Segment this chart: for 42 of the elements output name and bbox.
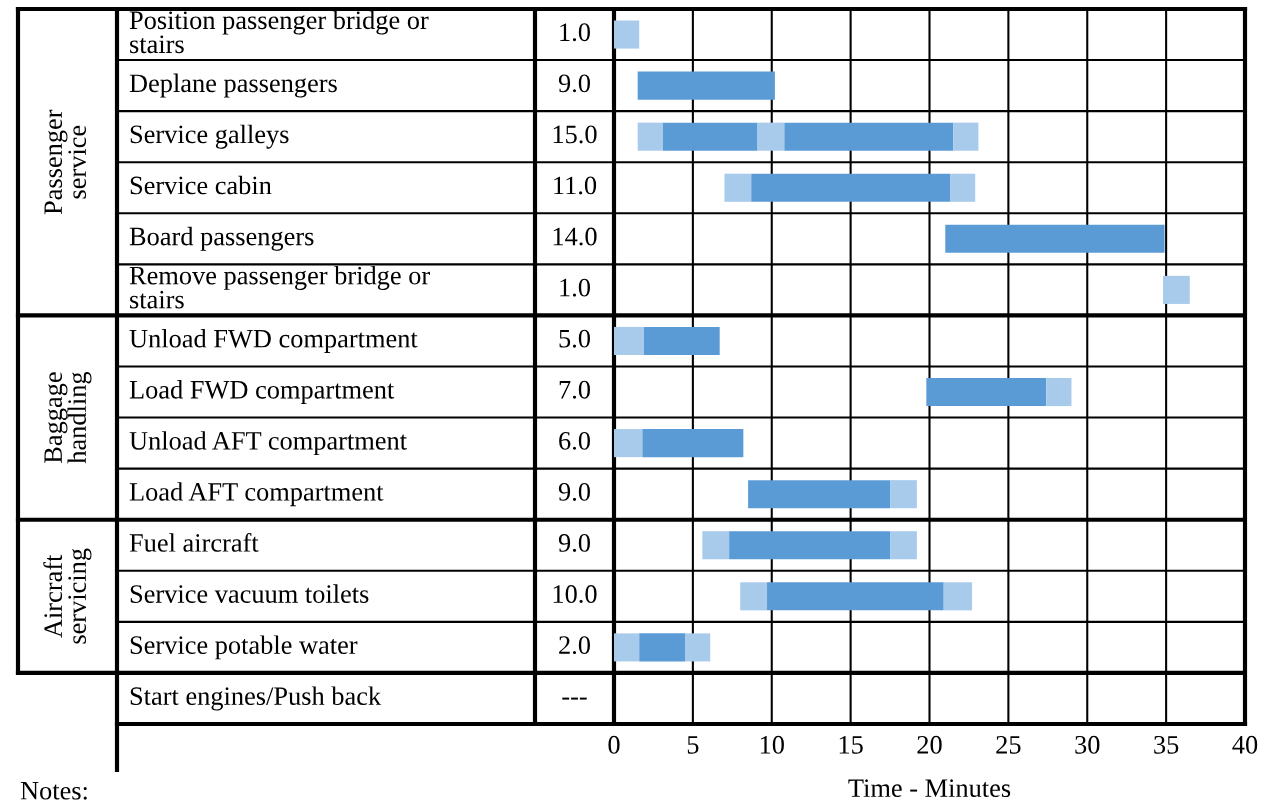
y-tick-label: Deplane passengers	[129, 73, 337, 98]
y-tick-label: Start engines/Push back	[130, 686, 382, 711]
y-tick-label: Service vacuum toilets	[130, 584, 369, 603]
x-tick-label: 30	[1075, 735, 1100, 754]
x-tick-label: 5	[687, 736, 699, 754]
y2-tick-label: 1.0	[560, 278, 590, 297]
y2-tick-label: 14.0	[553, 227, 597, 246]
text: Baggage handling	[44, 371, 92, 464]
y-tick-label: Fuel aircraft	[129, 533, 259, 552]
y2-tick-label: 7.0	[559, 380, 590, 399]
y2-tick-label: 9.0	[558, 482, 590, 501]
y2-tick-label: 9.0	[558, 74, 590, 93]
y2-tick-label: 2.0	[559, 636, 590, 655]
y2-tick-label: 6.0	[559, 431, 590, 450]
x-tick-label: 20	[917, 735, 942, 754]
y-tick-label: Load FWD compartment	[129, 380, 395, 404]
x-tick-label: 35	[1154, 735, 1179, 754]
y-tick-label: Remove passenger bridge or stairs	[129, 265, 430, 309]
y2-tick-label: 1.0	[560, 23, 590, 42]
y-tick-label: Board passengers	[129, 226, 314, 251]
x-tick-label: 15	[839, 736, 863, 754]
y-tick-label: Unload AFT compartment	[129, 431, 407, 456]
x-tick-label: 40	[1232, 735, 1258, 754]
y2-tick-label: 11.0	[554, 176, 597, 195]
y-tick-label: Service potable water	[130, 635, 358, 660]
x-axis-title: Time - Minutes	[848, 779, 1011, 798]
text: Passenger service	[44, 109, 87, 215]
y-tick-label: Load AFT compartment	[129, 482, 384, 507]
text: Notes:	[20, 782, 87, 800]
y2-tick-label: ---	[562, 697, 587, 700]
y-tick-label: Service cabin	[130, 175, 272, 195]
y2-tick-label: 9.0	[558, 534, 590, 552]
x-tick-label: 10	[760, 735, 784, 754]
y2-tick-label: 15.0	[553, 125, 597, 144]
x-tick-label: 0	[608, 735, 620, 754]
y-tick-label: Position passenger bridge or stairs	[129, 10, 429, 54]
y-tick-label: Unload FWD compartment	[129, 329, 418, 353]
y2-tick-label: 10.0	[553, 585, 597, 604]
y2-tick-label: 5.0	[559, 329, 590, 348]
y-tick-label: Service galleys	[130, 124, 289, 149]
x-tick-label: 25	[996, 735, 1021, 754]
text: Aircraft servicing	[43, 548, 92, 644]
